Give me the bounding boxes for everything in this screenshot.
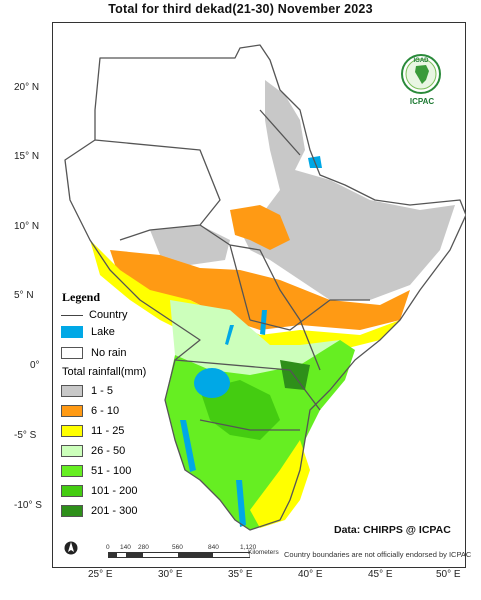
rain-class-lightgreen xyxy=(170,300,340,380)
legend-rainfall-title: Total rainfall(mm) xyxy=(62,366,147,378)
legend-class-label: 101 - 200 xyxy=(91,485,138,497)
class-swatch xyxy=(61,505,83,517)
data-source: Data: CHIRPS @ ICPAC xyxy=(334,524,451,536)
legend-title: Legend xyxy=(62,290,101,304)
legend-class-label: 51 - 100 xyxy=(91,465,132,477)
legend-class: 201 - 300 xyxy=(61,504,137,518)
legend-lake: Lake xyxy=(61,325,115,339)
class-swatch xyxy=(61,485,83,497)
legend-class: 51 - 100 xyxy=(61,464,131,478)
class-swatch xyxy=(61,385,83,397)
class-swatch xyxy=(61,445,83,457)
longitude-label: 35° E xyxy=(228,569,253,580)
legend-class: 26 - 50 xyxy=(61,444,125,458)
longitude-label: 25° E xyxy=(88,569,113,580)
legend-class-label: 26 - 50 xyxy=(91,445,126,457)
longitude-label: 50° E xyxy=(436,569,461,580)
latitude-label: 15° N xyxy=(14,151,40,162)
lake-swatch xyxy=(61,326,83,338)
rain-class-orange-south xyxy=(110,250,410,330)
igad-logo: IGAD xyxy=(401,54,441,94)
class-swatch xyxy=(61,465,83,477)
legend-no-rain: No rain xyxy=(61,346,126,360)
scale-bar xyxy=(108,552,250,558)
legend-class-label: 1 - 5 xyxy=(91,385,114,397)
scale-tick: 0 xyxy=(106,544,110,551)
map-frame xyxy=(52,22,466,568)
country-line-icon xyxy=(61,314,83,316)
lake-victoria xyxy=(194,368,230,398)
logo-text: IGAD xyxy=(414,58,430,64)
scale-tick: 280 xyxy=(138,544,149,551)
legend-class-label: 201 - 300 xyxy=(91,505,138,517)
legend-class: 101 - 200 xyxy=(61,484,137,498)
latitude-label: 10° N xyxy=(14,221,40,232)
legend-class: 6 - 10 xyxy=(61,404,119,418)
latitude-label: 0° xyxy=(30,360,40,371)
rain-class-orange xyxy=(230,205,290,250)
rain-class-grey xyxy=(240,80,455,300)
longitude-label: 45° E xyxy=(368,569,393,580)
latitude-label: -5° S xyxy=(14,430,37,441)
legend-class: 11 - 25 xyxy=(61,424,124,438)
legend-lake-label: Lake xyxy=(91,326,115,338)
lake-albert xyxy=(225,325,234,345)
longitude-label: 30° E xyxy=(158,569,183,580)
legend-no-rain-label: No rain xyxy=(91,347,127,359)
legend-class-label: 11 - 25 xyxy=(91,425,125,437)
legend-country: Country xyxy=(61,308,128,322)
scale-unit-label: Kilometers xyxy=(248,549,279,556)
latitude-label: -10° S xyxy=(14,500,42,511)
legend-country-label: Country xyxy=(89,309,128,321)
lake-tanganyika xyxy=(180,420,196,472)
legend-class-label: 6 - 10 xyxy=(91,405,120,417)
class-swatch xyxy=(61,405,83,417)
class-swatch xyxy=(61,425,83,437)
rain-class-darkest xyxy=(280,360,310,390)
longitude-label: 40° E xyxy=(298,569,323,580)
rainfall-map xyxy=(64,44,466,531)
latitude-label: 20° N xyxy=(14,82,40,93)
scale-tick: 1,120 xyxy=(240,544,257,551)
scale-tick: 140 xyxy=(120,544,131,551)
scale-tick: 840 xyxy=(208,544,219,551)
rain-class-yellow-south xyxy=(250,440,310,528)
north-arrow-icon xyxy=(64,541,78,555)
legend-class: 1 - 5 xyxy=(61,384,113,398)
disclaimer: Country boundaries are not officially en… xyxy=(284,550,472,559)
logo-caption: ICPAC xyxy=(409,97,435,106)
scale-tick: 560 xyxy=(172,544,183,551)
rain-class-grey-west xyxy=(150,225,230,265)
map-title: Total for third dekad(21-30) November 20… xyxy=(108,2,373,16)
lake-turkana xyxy=(260,310,267,335)
lake-malawi xyxy=(236,480,246,527)
latitude-label: 5° N xyxy=(14,290,34,301)
no-rain-swatch xyxy=(61,347,83,359)
country-boundaries xyxy=(64,44,466,531)
